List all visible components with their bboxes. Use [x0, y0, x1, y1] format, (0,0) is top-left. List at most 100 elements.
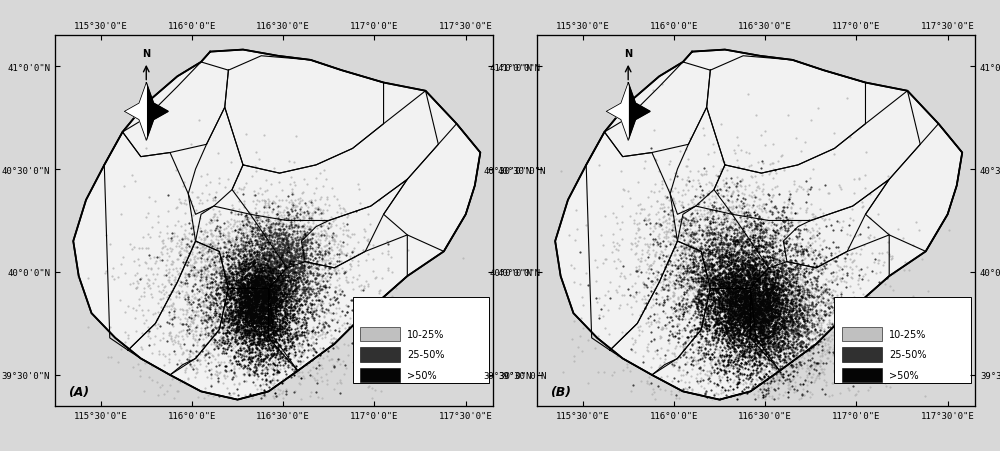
Point: [705, 263, 721, 270]
Point: [782, 327, 798, 334]
Point: [277, 357, 293, 364]
Point: [760, 337, 776, 344]
Point: [803, 294, 819, 301]
Point: [242, 306, 258, 313]
Point: [195, 264, 211, 271]
Point: [775, 280, 791, 287]
Point: [728, 286, 744, 293]
Point: [777, 279, 793, 286]
Point: [758, 271, 774, 278]
Point: [731, 328, 747, 335]
Point: [724, 274, 740, 281]
Point: [766, 297, 782, 304]
Point: [686, 340, 702, 347]
Point: [720, 263, 736, 271]
Point: [265, 234, 281, 241]
Point: [702, 207, 718, 214]
Point: [313, 276, 329, 284]
Point: [734, 352, 750, 359]
Point: [316, 313, 332, 320]
Point: [736, 323, 752, 330]
Point: [805, 247, 821, 254]
Point: [296, 313, 312, 321]
Point: [747, 255, 763, 262]
Point: [254, 293, 270, 300]
Point: [780, 286, 796, 293]
Point: [774, 301, 790, 308]
Point: [208, 258, 224, 266]
Point: [739, 304, 755, 311]
Point: [763, 347, 779, 354]
Point: [821, 350, 837, 357]
Point: [245, 225, 261, 232]
Point: [694, 341, 710, 348]
Point: [223, 209, 239, 216]
Point: [737, 296, 753, 303]
Point: [284, 275, 300, 282]
Point: [269, 258, 285, 265]
Point: [222, 391, 238, 399]
Point: [306, 314, 322, 322]
Point: [255, 330, 271, 337]
Point: [763, 291, 779, 299]
Point: [681, 246, 697, 253]
Point: [762, 369, 778, 377]
Point: [236, 282, 252, 289]
Point: [757, 305, 773, 313]
Point: [792, 271, 808, 278]
Point: [265, 299, 281, 306]
Point: [653, 333, 669, 341]
Point: [195, 247, 211, 254]
Point: [260, 263, 276, 270]
Point: [771, 292, 787, 299]
Point: [204, 244, 220, 251]
Point: [726, 275, 742, 282]
Point: [257, 233, 273, 240]
Point: [656, 208, 672, 215]
Point: [161, 276, 177, 284]
Point: [240, 297, 256, 304]
Point: [704, 229, 720, 236]
Point: [749, 272, 765, 280]
Point: [761, 302, 777, 309]
Point: [329, 295, 345, 302]
Point: [723, 317, 739, 324]
Point: [675, 243, 691, 250]
Point: [686, 268, 702, 276]
Point: [764, 160, 780, 167]
Point: [314, 287, 330, 294]
Point: [248, 313, 264, 320]
Point: [276, 235, 292, 242]
Point: [274, 304, 290, 311]
Point: [789, 341, 805, 348]
Point: [764, 325, 780, 332]
Point: [722, 208, 738, 216]
Point: [257, 286, 273, 294]
Point: [242, 235, 258, 242]
Point: [252, 339, 268, 346]
Point: [263, 331, 279, 338]
Point: [827, 295, 843, 302]
Point: [252, 223, 268, 230]
Point: [748, 284, 764, 291]
Point: [761, 243, 777, 250]
Point: [208, 287, 224, 295]
Point: [260, 263, 276, 271]
Point: [684, 229, 700, 236]
Point: [773, 265, 789, 272]
Point: [751, 197, 767, 204]
Point: [135, 234, 151, 241]
Point: [613, 168, 629, 175]
Point: [271, 213, 287, 221]
Point: [744, 337, 760, 344]
Point: [303, 263, 319, 270]
Point: [223, 360, 239, 368]
Point: [300, 304, 316, 311]
Point: [282, 308, 298, 315]
Point: [855, 325, 871, 332]
Point: [700, 237, 716, 244]
Point: [767, 323, 783, 330]
Point: [718, 353, 734, 360]
Point: [249, 327, 265, 334]
Point: [766, 325, 782, 332]
